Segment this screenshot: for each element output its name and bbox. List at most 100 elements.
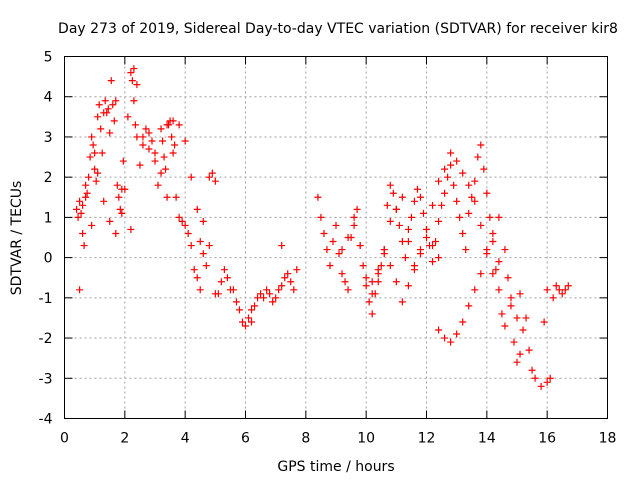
data-point bbox=[519, 326, 527, 334]
data-point bbox=[441, 334, 449, 342]
data-point bbox=[398, 298, 406, 306]
data-point bbox=[462, 246, 470, 254]
data-point bbox=[389, 189, 397, 197]
data-point bbox=[468, 193, 476, 201]
data-point bbox=[344, 234, 352, 241]
data-point bbox=[377, 262, 385, 270]
data-point bbox=[205, 173, 213, 181]
data-point bbox=[416, 193, 424, 201]
data-point bbox=[516, 290, 524, 298]
data-point bbox=[483, 250, 491, 258]
data-point bbox=[410, 197, 418, 205]
data-point bbox=[127, 225, 135, 233]
data-point bbox=[395, 221, 403, 229]
data-point bbox=[507, 302, 515, 310]
data-point bbox=[450, 181, 458, 189]
data-point bbox=[190, 266, 198, 274]
data-point bbox=[88, 133, 96, 141]
data-point bbox=[477, 141, 485, 149]
data-point bbox=[459, 318, 467, 326]
data-point bbox=[362, 282, 370, 290]
data-point bbox=[151, 149, 159, 157]
data-point bbox=[338, 246, 346, 254]
data-point bbox=[100, 197, 108, 205]
data-point bbox=[145, 129, 153, 137]
data-point bbox=[80, 242, 88, 250]
data-point bbox=[178, 217, 186, 225]
data-point bbox=[103, 109, 111, 117]
data-point bbox=[97, 125, 105, 133]
data-point bbox=[217, 278, 225, 286]
data-point bbox=[95, 101, 103, 109]
data-point bbox=[438, 201, 446, 209]
data-point bbox=[525, 346, 533, 354]
chart-title: Day 273 of 2019, Sidereal Day-to-day VTE… bbox=[58, 21, 618, 37]
data-point bbox=[109, 101, 117, 109]
data-point bbox=[504, 274, 512, 282]
x-tick-label: 10 bbox=[357, 431, 375, 447]
data-point bbox=[91, 165, 99, 173]
data-point bbox=[314, 193, 322, 201]
data-point bbox=[435, 326, 443, 334]
data-point bbox=[160, 153, 168, 161]
data-point bbox=[489, 238, 497, 246]
data-point bbox=[447, 161, 455, 169]
data-point bbox=[507, 294, 515, 302]
data-point bbox=[208, 169, 216, 177]
data-point bbox=[386, 181, 394, 189]
data-point bbox=[251, 302, 259, 310]
data-point bbox=[368, 310, 376, 318]
data-point bbox=[435, 177, 443, 185]
data-point bbox=[211, 290, 219, 298]
data-point bbox=[546, 374, 554, 382]
data-point bbox=[549, 294, 557, 302]
data-point bbox=[344, 286, 352, 294]
data-point bbox=[128, 77, 136, 85]
data-point bbox=[522, 314, 530, 322]
data-point bbox=[543, 378, 551, 386]
y-axis-title: SDTVAR / TECUs bbox=[9, 181, 25, 296]
data-point bbox=[85, 173, 93, 181]
data-point bbox=[94, 113, 102, 121]
data-point bbox=[130, 97, 138, 105]
data-point bbox=[89, 141, 97, 149]
data-point bbox=[171, 141, 179, 149]
data-point bbox=[383, 201, 391, 209]
data-point bbox=[320, 229, 328, 237]
data-point bbox=[232, 298, 240, 306]
data-point bbox=[489, 229, 497, 237]
data-point bbox=[486, 213, 494, 221]
data-point bbox=[531, 374, 539, 382]
data-point bbox=[353, 205, 361, 213]
data-point bbox=[465, 209, 473, 217]
data-point bbox=[480, 165, 488, 173]
data-point bbox=[558, 290, 566, 298]
data-point bbox=[145, 145, 153, 153]
data-point bbox=[471, 177, 479, 185]
data-point bbox=[248, 318, 256, 326]
data-point bbox=[290, 286, 298, 294]
data-point bbox=[242, 322, 249, 330]
data-point bbox=[266, 290, 274, 298]
data-point bbox=[133, 81, 141, 89]
y-tick-label: 1 bbox=[44, 210, 53, 226]
data-point bbox=[501, 322, 509, 330]
data-point bbox=[142, 125, 150, 133]
data-point bbox=[127, 69, 135, 77]
data-point bbox=[423, 234, 430, 241]
data-point bbox=[112, 97, 120, 105]
data-point bbox=[284, 270, 292, 278]
data-point bbox=[368, 290, 376, 298]
data-point bbox=[374, 278, 382, 286]
data-point bbox=[202, 262, 210, 270]
grid bbox=[64, 56, 608, 419]
data-point bbox=[380, 250, 388, 258]
data-point bbox=[477, 221, 485, 229]
data-point bbox=[275, 286, 283, 294]
x-tick-label: 6 bbox=[241, 431, 250, 447]
data-point bbox=[326, 262, 334, 270]
data-point bbox=[537, 382, 545, 390]
data-point bbox=[92, 177, 100, 185]
data-point bbox=[130, 65, 138, 73]
